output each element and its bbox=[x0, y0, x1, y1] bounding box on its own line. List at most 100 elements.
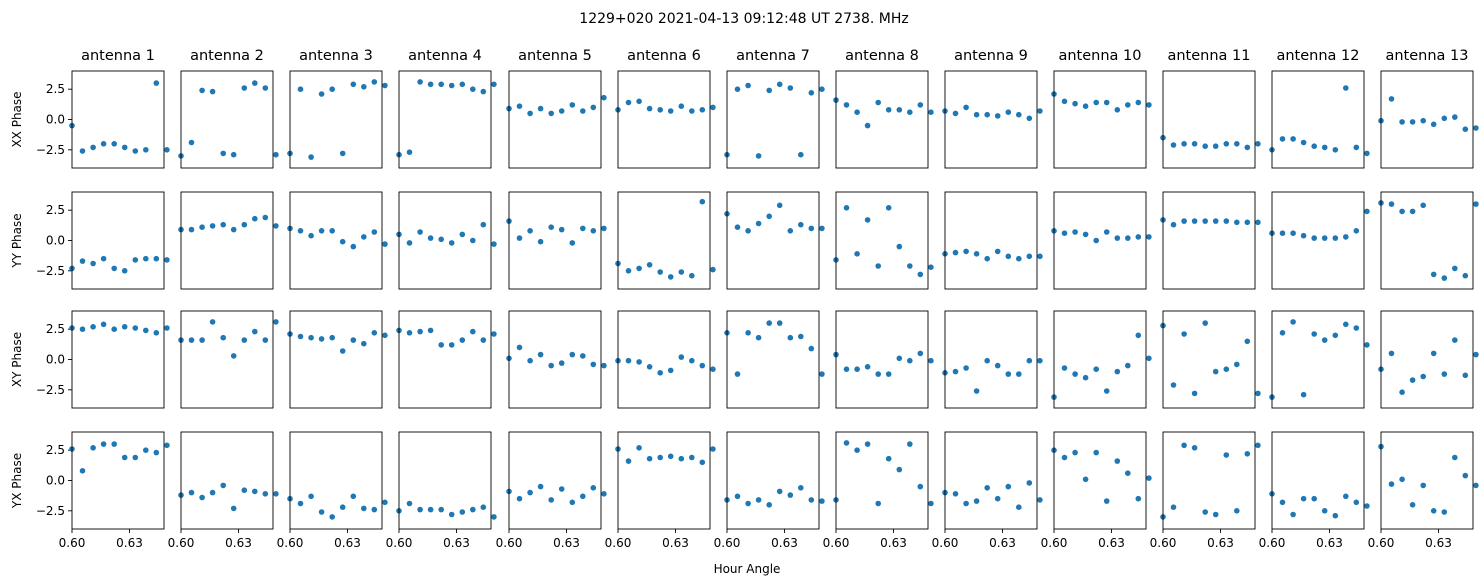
data-point bbox=[1125, 102, 1131, 108]
x-axis-label: Hour Angle bbox=[714, 562, 781, 576]
data-point bbox=[111, 141, 117, 147]
data-point bbox=[382, 499, 388, 506]
data-point bbox=[1255, 442, 1261, 449]
data-point bbox=[984, 111, 990, 118]
data-point bbox=[1452, 114, 1458, 120]
data-point bbox=[527, 357, 533, 364]
data-point bbox=[558, 226, 565, 233]
data-point bbox=[1016, 504, 1022, 511]
data-point bbox=[1135, 495, 1142, 502]
data-point bbox=[252, 488, 258, 495]
data-point bbox=[1364, 503, 1370, 509]
data-point bbox=[928, 357, 934, 364]
data-point bbox=[734, 224, 741, 230]
subplot-frame bbox=[398, 310, 492, 409]
data-point bbox=[745, 82, 751, 89]
data-point bbox=[308, 154, 314, 160]
data-point bbox=[339, 348, 346, 354]
x-tick-label: 0.63 bbox=[553, 536, 580, 550]
data-point bbox=[1037, 108, 1043, 114]
data-point bbox=[1181, 141, 1187, 147]
data-point bbox=[1300, 495, 1307, 502]
x-tick-label: 0.60 bbox=[605, 536, 632, 550]
data-point bbox=[952, 491, 959, 497]
data-point bbox=[798, 333, 804, 340]
data-point bbox=[580, 353, 586, 359]
data-point bbox=[273, 151, 279, 158]
data-point bbox=[1005, 371, 1012, 377]
data-point bbox=[580, 493, 586, 500]
data-point bbox=[273, 319, 279, 325]
data-point bbox=[132, 148, 139, 154]
data-point bbox=[1290, 136, 1296, 142]
x-tick-label: 0.63 bbox=[771, 536, 798, 550]
data-point bbox=[667, 274, 674, 280]
data-point bbox=[241, 337, 248, 343]
data-point bbox=[994, 113, 1001, 119]
data-point bbox=[121, 144, 128, 151]
data-point bbox=[1441, 275, 1448, 281]
data-point bbox=[1364, 208, 1370, 215]
subplot-frame bbox=[1162, 70, 1256, 169]
subplot-frame bbox=[289, 191, 383, 290]
subplot-frame bbox=[71, 310, 165, 409]
data-point bbox=[1279, 499, 1286, 506]
subplot-frame bbox=[180, 431, 274, 530]
subplot-frame bbox=[726, 431, 820, 530]
data-point bbox=[1452, 337, 1458, 343]
data-point bbox=[1082, 231, 1089, 238]
subplot-frame bbox=[944, 310, 1038, 409]
data-point bbox=[1223, 452, 1230, 458]
data-point bbox=[1005, 253, 1012, 260]
data-point bbox=[734, 493, 741, 500]
data-point bbox=[864, 217, 871, 223]
data-point bbox=[406, 330, 413, 336]
data-point bbox=[1473, 482, 1479, 489]
data-point bbox=[1244, 451, 1251, 457]
data-point bbox=[100, 255, 107, 262]
subplot-frame bbox=[508, 431, 602, 530]
y-tick-label: 2.5 bbox=[46, 443, 65, 457]
data-point bbox=[1353, 499, 1360, 506]
data-point bbox=[164, 442, 170, 449]
data-point bbox=[1430, 121, 1437, 128]
y-tick-label: −2.5 bbox=[36, 143, 65, 157]
data-point bbox=[1462, 372, 1469, 379]
x-tick-label: 0.60 bbox=[714, 536, 741, 550]
data-point bbox=[907, 357, 913, 364]
data-point bbox=[963, 248, 969, 255]
subplot-frame bbox=[71, 431, 165, 530]
data-point bbox=[1311, 495, 1317, 502]
data-point bbox=[843, 205, 850, 211]
data-point bbox=[1399, 119, 1405, 125]
subplot-frame bbox=[1271, 191, 1365, 290]
data-point bbox=[209, 319, 216, 325]
data-point bbox=[776, 81, 783, 88]
data-point bbox=[963, 104, 969, 111]
data-point bbox=[636, 265, 642, 272]
data-point bbox=[199, 337, 205, 343]
data-point bbox=[1388, 481, 1395, 487]
data-point bbox=[90, 324, 96, 330]
data-point bbox=[438, 236, 445, 243]
data-point bbox=[689, 454, 695, 461]
data-point bbox=[1202, 143, 1208, 149]
data-point bbox=[569, 351, 576, 358]
x-tick-label: 0.60 bbox=[823, 536, 850, 550]
data-point bbox=[1061, 454, 1068, 461]
data-point bbox=[1223, 218, 1230, 224]
x-tick-label: 0.60 bbox=[1368, 536, 1395, 550]
data-point bbox=[864, 441, 871, 447]
data-point bbox=[601, 491, 607, 497]
data-point bbox=[625, 268, 632, 274]
data-point bbox=[318, 228, 325, 234]
y-tick-label: −2.5 bbox=[36, 383, 65, 397]
data-point bbox=[928, 264, 934, 271]
data-point bbox=[973, 111, 980, 118]
data-point bbox=[952, 110, 959, 117]
data-point bbox=[625, 357, 632, 364]
data-point bbox=[1146, 355, 1152, 362]
data-point bbox=[1037, 497, 1043, 503]
data-point bbox=[1016, 111, 1022, 118]
data-point bbox=[1072, 449, 1078, 456]
